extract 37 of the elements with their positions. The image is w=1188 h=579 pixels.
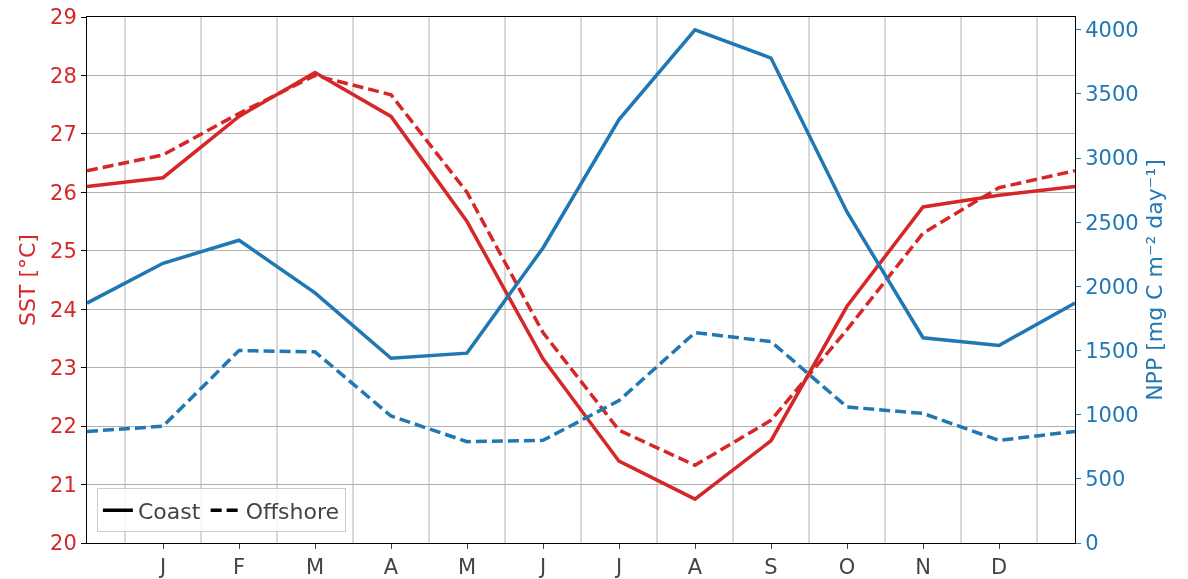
legend-label: Offshore: [245, 498, 340, 524]
x-tick-label: A: [383, 555, 399, 579]
y-tick-label: 29: [50, 5, 77, 30]
y2-tick-label: 2500: [1085, 210, 1139, 235]
y2-tick-label: 2000: [1085, 274, 1139, 299]
y-tick-label: 20: [50, 531, 77, 556]
y-tick-label: 28: [50, 63, 77, 88]
y-tick-label: 25: [50, 239, 77, 264]
line-series: [87, 28, 1075, 361]
x-tick-label: J: [613, 555, 623, 579]
x-tick-label: F: [232, 555, 246, 579]
y-tick-label: 24: [50, 297, 77, 322]
line-series: [87, 330, 1075, 444]
y2-tick-label: 1500: [1085, 338, 1139, 363]
y2-axis-title: NPP [mg C m⁻² day⁻¹]: [1141, 159, 1167, 401]
y2-tick-label: 0: [1085, 531, 1099, 556]
y2-tick-label: 3000: [1085, 146, 1139, 171]
x-tick-label: N: [915, 555, 931, 579]
x-tick-label: J: [157, 555, 167, 579]
y-tick-label: 26: [50, 180, 77, 205]
y-tick-label: 23: [50, 356, 77, 381]
y-tick-label: 27: [50, 122, 77, 147]
y2-tick-label: 500: [1085, 467, 1126, 492]
x-tick-label: M: [457, 555, 477, 579]
x-tick-label: S: [764, 555, 778, 579]
x-tick-label: D: [990, 555, 1008, 579]
y-tick-label: 21: [50, 472, 77, 497]
x-tick-label: M: [305, 555, 325, 579]
x-tick-label: J: [537, 555, 547, 579]
x-tick-label: A: [687, 555, 703, 579]
legend-label: Coast: [137, 498, 201, 524]
y-axis-title: SST [°C]: [14, 234, 40, 326]
y-tick-label: 22: [50, 414, 77, 439]
y2-tick-label: 3500: [1085, 82, 1139, 107]
y2-tick-label: 4000: [1085, 18, 1139, 43]
x-tick-label: O: [838, 555, 856, 579]
y2-tick-label: 1000: [1085, 403, 1139, 428]
